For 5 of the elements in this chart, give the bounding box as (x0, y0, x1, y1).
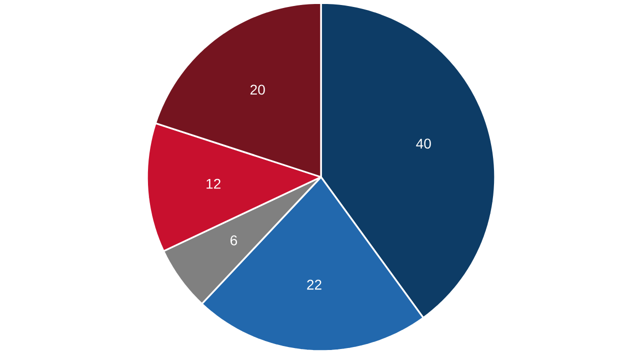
data-label: 22 (307, 280, 322, 290)
data-label: 40 (416, 138, 431, 149)
data-label: 12 (206, 178, 220, 189)
data-label: 20 (250, 84, 265, 95)
data-label: 6 (230, 235, 238, 246)
